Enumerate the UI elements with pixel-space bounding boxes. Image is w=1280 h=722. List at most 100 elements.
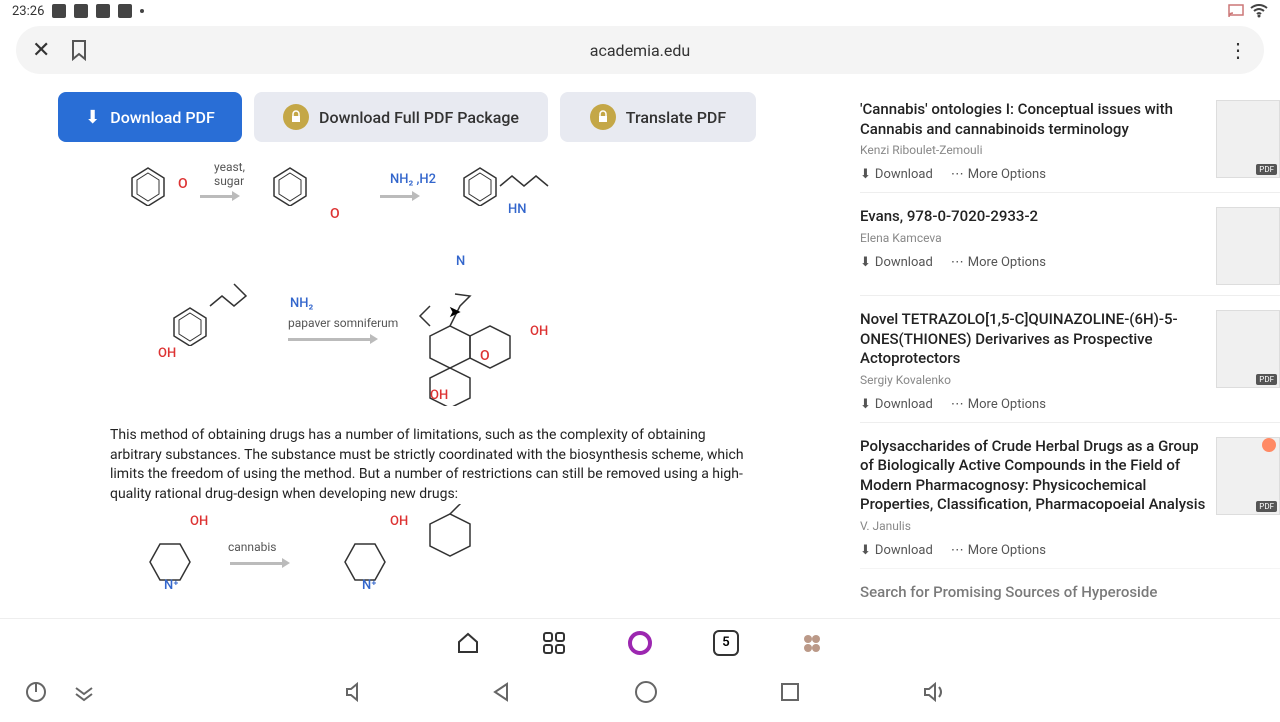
download-link[interactable]: ⬇Download — [860, 167, 933, 182]
kebab-menu-icon[interactable]: ⋮ — [1228, 38, 1248, 62]
o-atom-label: O — [178, 176, 188, 192]
nplus-label: N⁺ — [164, 578, 178, 593]
url-text[interactable]: academia.edu — [590, 41, 690, 60]
more-options-link[interactable]: ⋯More Options — [951, 167, 1046, 182]
power-icon[interactable] — [24, 680, 48, 708]
bookmark-icon[interactable] — [70, 39, 88, 61]
o-atom-label: O — [480, 348, 490, 364]
oh-label: OH — [390, 514, 408, 529]
back-icon[interactable] — [489, 680, 513, 708]
download-pdf-button[interactable]: ⬇ Download PDF — [58, 92, 242, 142]
paper-thumbnail[interactable]: PDF — [1216, 310, 1280, 388]
paper-thumbnail[interactable] — [1216, 207, 1280, 285]
related-title[interactable]: Polysaccharides of Crude Herbal Drugs as… — [860, 437, 1206, 515]
side-chain — [208, 276, 288, 326]
app-icon-4 — [118, 4, 132, 18]
chemistry-diagram-2: OH N⁺ cannabis OH N⁺ — [110, 514, 750, 604]
download-pdf-label: Download PDF — [110, 108, 215, 127]
related-author[interactable]: V. Janulis — [860, 519, 1206, 533]
download-icon: ⬇ — [860, 255, 871, 270]
side-chain — [498, 156, 568, 206]
papaver-label: papaver somniferum — [288, 316, 398, 330]
oh-label: OH — [158, 346, 176, 361]
pdf-badge: PDF — [1256, 501, 1277, 512]
main-content: ⬇ Download PDF Download Full PDF Package… — [40, 78, 820, 618]
apps-grid-icon[interactable] — [541, 630, 567, 656]
benzene-ring — [460, 166, 500, 206]
app-icon-3 — [96, 4, 110, 18]
more-dot — [140, 9, 144, 13]
tab-count-button[interactable]: 5 — [713, 630, 739, 656]
paragraph-text: This method of obtaining drugs has a num… — [110, 426, 750, 504]
voice-assistant-icon[interactable] — [627, 630, 653, 656]
assistant-bubble-icon[interactable] — [1262, 438, 1276, 452]
download-icon: ⬇ — [860, 397, 871, 412]
more-icon: ⋯ — [951, 397, 964, 412]
download-link[interactable]: ⬇Download — [860, 397, 933, 412]
chemistry-diagram-1: O yeast, sugar O NH₂ ,H2 HN OH NH₂ papav… — [110, 156, 750, 416]
download-link[interactable]: ⬇Download — [860, 255, 933, 270]
more-icon: ⋯ — [951, 543, 964, 558]
morphine-structure — [400, 286, 530, 406]
browser-address-bar: ✕ academia.edu ⋮ — [16, 26, 1264, 74]
clock: 23:26 — [12, 4, 44, 19]
nh2-label: NH₂ ,H2 — [390, 172, 436, 187]
close-icon[interactable]: ✕ — [32, 38, 50, 63]
hn-label: HN — [508, 202, 526, 217]
oh-label: OH — [430, 388, 448, 403]
related-paper-item: Search for Promising Sources of Hyperosi… — [860, 568, 1280, 617]
full-package-label: Download Full PDF Package — [319, 108, 519, 127]
related-title[interactable]: 'Cannabis' ontologies I: Conceptual issu… — [860, 100, 1206, 139]
nh2-label: NH₂ — [290, 296, 313, 311]
more-options-link[interactable]: ⋯More Options — [951, 397, 1046, 412]
translate-label: Translate PDF — [626, 108, 726, 127]
more-options-link[interactable]: ⋯More Options — [951, 543, 1046, 558]
translate-pdf-button[interactable]: Translate PDF — [560, 92, 756, 142]
related-author[interactable]: Elena Kamceva — [860, 231, 1206, 245]
related-paper-item: 'Cannabis' ontologies I: Conceptual issu… — [860, 86, 1280, 192]
pdf-badge: PDF — [1256, 164, 1277, 175]
related-title[interactable]: Novel TETRAZOLO[1,5-C]QUINAZOLINE-(6H)-5… — [860, 310, 1206, 369]
action-buttons-row: ⬇ Download PDF Download Full PDF Package… — [40, 78, 820, 156]
download-icon: ⬇ — [860, 543, 871, 558]
cast-icon — [1228, 4, 1244, 18]
sugar-label: sugar — [214, 174, 244, 188]
more-icon: ⋯ — [951, 255, 964, 270]
reaction-arrow — [200, 191, 240, 201]
cursor-arrow-icon: ➤ — [448, 302, 461, 321]
related-title[interactable]: Search for Promising Sources of Hyperosi… — [860, 583, 1280, 603]
paper-body: O yeast, sugar O NH₂ ,H2 HN OH NH₂ papav… — [40, 156, 820, 614]
cannabis-label: cannabis — [228, 540, 276, 554]
download-icon: ⬇ — [85, 107, 100, 128]
related-paper-item: Polysaccharides of Crude Herbal Drugs as… — [860, 422, 1280, 568]
related-author[interactable]: Sergiy Kovalenko — [860, 373, 1206, 387]
related-title[interactable]: Evans, 978-0-7020-2933-2 — [860, 207, 1206, 227]
benzene-ring — [128, 166, 168, 206]
related-author[interactable]: Kenzi Riboulet-Zemouli — [860, 143, 1206, 157]
chevron-down-icon[interactable] — [72, 680, 96, 708]
benzene-ring — [270, 166, 310, 206]
download-link[interactable]: ⬇Download — [860, 543, 933, 558]
app-icon-1 — [52, 4, 66, 18]
system-nav-bar — [0, 666, 1280, 722]
related-paper-item: Evans, 978-0-7020-2933-2 Elena Kamceva ⬇… — [860, 192, 1280, 295]
thc-rings — [410, 504, 490, 584]
home-icon[interactable] — [455, 630, 481, 656]
home-circle-icon[interactable] — [633, 679, 659, 709]
paper-thumbnail[interactable]: PDF — [1216, 100, 1280, 178]
reaction-arrow — [380, 191, 420, 201]
lock-icon — [283, 104, 309, 130]
volume-up-icon[interactable] — [921, 679, 949, 709]
profile-icon[interactable] — [799, 630, 825, 656]
oh-label: OH — [530, 324, 548, 339]
lock-icon — [590, 104, 616, 130]
volume-down-icon[interactable] — [343, 679, 369, 709]
status-bar: 23:26 — [0, 0, 1280, 22]
recent-apps-icon[interactable] — [779, 681, 801, 707]
oh-label: OH — [190, 514, 208, 529]
wifi-icon — [1250, 4, 1268, 18]
download-full-package-button[interactable]: Download Full PDF Package — [254, 92, 548, 142]
benzene-ring — [170, 306, 210, 346]
more-options-link[interactable]: ⋯More Options — [951, 255, 1046, 270]
reaction-arrow — [288, 334, 378, 344]
